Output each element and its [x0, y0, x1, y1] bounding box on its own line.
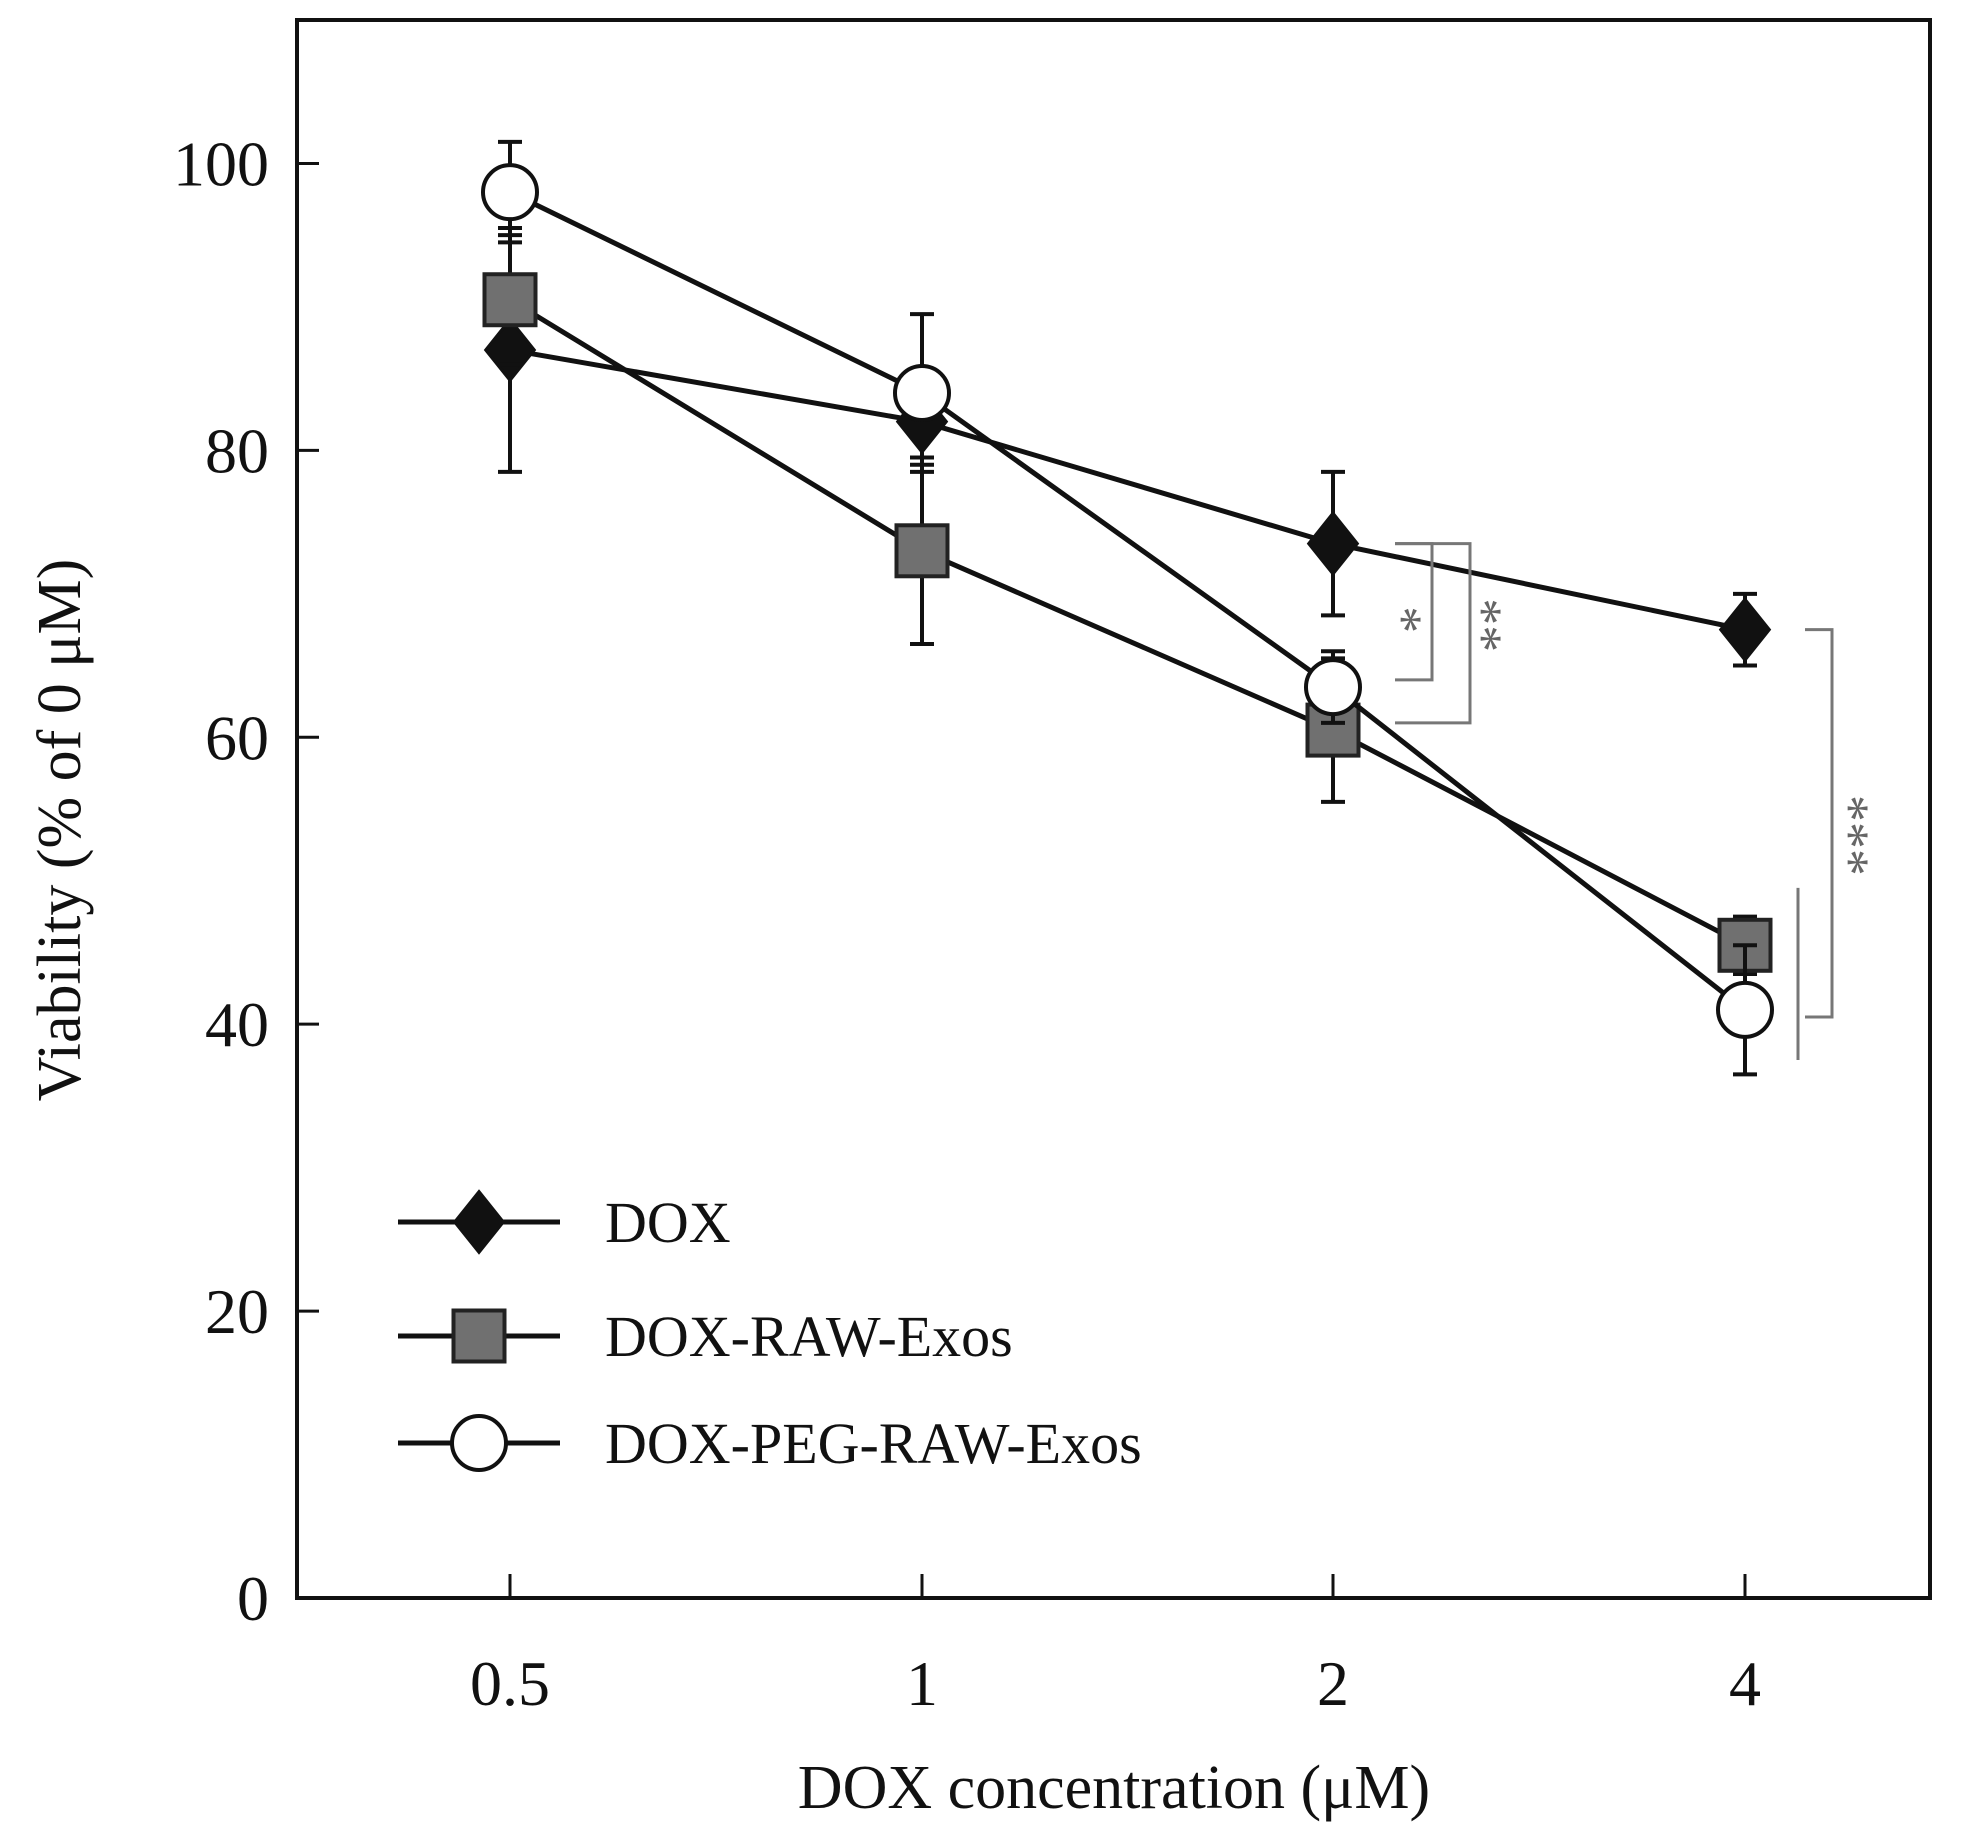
- series-dox-peg-raw-exos: [481, 139, 1774, 1077]
- significance-label: **: [1468, 598, 1528, 652]
- series-layer: [481, 139, 1774, 1077]
- legend-label: DOX-PEG-RAW-Exos: [605, 1411, 1142, 1476]
- series-line: [509, 347, 1746, 633]
- legend-label: DOX-RAW-Exos: [605, 1304, 1013, 1369]
- data-point: [893, 363, 951, 422]
- legend-marker: [451, 1308, 507, 1364]
- significance-bracket: [1395, 542, 1472, 725]
- data-point: [481, 163, 539, 222]
- significance-bracket: [1805, 628, 1834, 1019]
- x-tick-label: 2: [1317, 1648, 1349, 1719]
- series-line: [508, 189, 1747, 1012]
- plot-frame: [295, 18, 1932, 1600]
- x-axis-title: DOX concentration (μM): [798, 1754, 1430, 1822]
- series-line: [508, 297, 1747, 948]
- legend-marker: [452, 1189, 506, 1255]
- series-dox-raw-exos: [482, 233, 1773, 976]
- data-point: [1306, 510, 1360, 577]
- x-tick-label: 0.5: [470, 1648, 550, 1719]
- x-axis: 0.5 1 2 4: [470, 1574, 1761, 1719]
- y-tick-label: 0: [237, 1563, 269, 1634]
- significance-annotations: * *****: [1388, 542, 1895, 1061]
- data-point: [482, 272, 538, 328]
- legend-item-dox-peg-raw-exos: DOX-PEG-RAW-Exos: [398, 1411, 1142, 1476]
- axes: [295, 18, 1932, 1600]
- y-axis: 0 20 40 60 80 100: [173, 128, 319, 1634]
- significance-label: ***: [1835, 795, 1895, 876]
- legend-marker: [450, 1414, 508, 1472]
- y-axis-title: Viability (% of 0 μM): [26, 559, 94, 1102]
- series-dox: [483, 226, 1772, 668]
- data-point: [1718, 596, 1772, 663]
- significance-label: *: [1388, 606, 1448, 633]
- legend-item-dox: DOX: [398, 1189, 731, 1255]
- y-tick-label: 40: [205, 989, 269, 1060]
- legend: DOX DOX-RAW-Exos DOX-PEG-RAW-Exos: [398, 1189, 1142, 1476]
- y-tick-label: 20: [205, 1276, 269, 1347]
- data-point: [894, 523, 950, 579]
- legend-label: DOX: [605, 1190, 731, 1255]
- legend-item-dox-raw-exos: DOX-RAW-Exos: [398, 1304, 1013, 1369]
- y-tick-label: 80: [205, 415, 269, 486]
- x-tick-label: 1: [906, 1648, 938, 1719]
- x-tick-label: 4: [1729, 1648, 1761, 1719]
- data-point: [1716, 980, 1774, 1039]
- y-tick-label: 60: [205, 702, 269, 773]
- y-tick-label: 100: [173, 128, 269, 199]
- data-point: [1304, 658, 1362, 717]
